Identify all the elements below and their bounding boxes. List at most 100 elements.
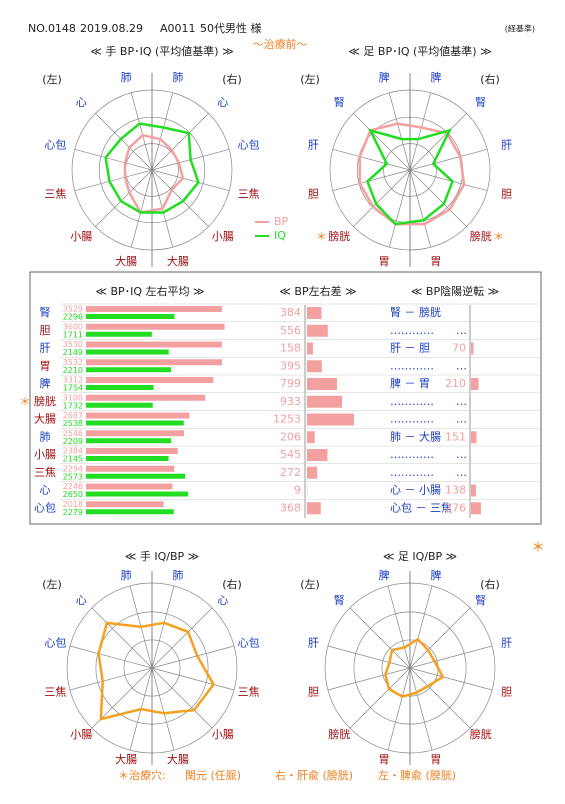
axis-label: 三焦 <box>238 686 260 699</box>
spoke <box>410 113 467 170</box>
basis: (経基準) <box>505 24 535 34</box>
axis-label: 肝 <box>501 138 512 151</box>
row-name: 心 <box>40 484 51 497</box>
spoke <box>410 170 467 227</box>
axis-label: 心 <box>217 594 228 607</box>
bp-bar <box>86 466 174 472</box>
iq-bar <box>86 403 153 408</box>
phase: ～治療前～ <box>253 37 308 51</box>
iq-value: 2296 <box>63 313 83 322</box>
diff-value: 272 <box>280 466 301 479</box>
axis-label: 小腸 <box>212 230 234 243</box>
diff-value: 395 <box>280 359 301 372</box>
iq-value: 1711 <box>63 330 83 339</box>
row-name: 肺 <box>40 430 51 443</box>
diff-bar <box>307 467 317 479</box>
spoke <box>95 113 152 170</box>
spoke <box>152 113 209 170</box>
axis-label: 三焦 <box>44 188 66 201</box>
spoke <box>389 93 410 170</box>
axis-label: 胃 <box>379 255 390 268</box>
axis-label: 胆 <box>308 188 319 201</box>
spoke <box>353 170 410 227</box>
footer-item: 左・脾兪 (膀胱) <box>378 768 456 782</box>
radar-line <box>99 623 214 719</box>
spoke <box>410 586 432 668</box>
axis-label: 胆 <box>308 686 319 699</box>
footer-item: 右・肝兪 (膀胱) <box>275 768 353 782</box>
spoke <box>70 646 152 668</box>
row-name: 脾 <box>40 376 51 390</box>
axis-label: 膀胱 <box>328 229 350 243</box>
diff-value: 799 <box>280 377 301 390</box>
axis-label: 心包 <box>44 636 66 649</box>
reverse-value: 276 <box>445 501 466 514</box>
legend-label: BP <box>274 215 289 228</box>
diff-bar <box>307 431 315 443</box>
axis-label: 肝 <box>308 636 319 649</box>
side-label: (左) <box>300 73 320 86</box>
axis-label: 小腸 <box>212 728 234 741</box>
row-name: 小腸 <box>34 448 56 461</box>
iq-value: 2650 <box>63 490 83 499</box>
spoke <box>350 608 410 668</box>
row-name: 胃 <box>40 359 51 372</box>
axis-label: 心包 <box>238 138 260 151</box>
diff-value: 545 <box>280 448 301 461</box>
iq-bar <box>86 332 152 337</box>
spoke <box>410 170 431 247</box>
axis-label: 肺 <box>121 71 132 84</box>
row-mark: ＊ <box>20 395 31 408</box>
axis-label: 大腸 <box>167 752 189 766</box>
iq-bar <box>86 314 174 319</box>
record-id: NO.0148 <box>28 22 76 35</box>
axis-label: 腎 <box>475 96 486 109</box>
spoke <box>410 149 487 170</box>
reverse-pair: ………… … <box>390 324 467 337</box>
axis-label: 三焦 <box>44 686 66 699</box>
diff-value: 1253 <box>273 413 301 426</box>
spoke <box>152 170 209 227</box>
reverse-value: 138 <box>445 484 466 497</box>
axis-label: 心包 <box>238 636 260 649</box>
spoke <box>152 93 173 170</box>
axis-label: 脾 <box>430 70 441 84</box>
spoke <box>350 668 410 728</box>
highlight-mark: ＊ <box>493 230 504 243</box>
axis-label: 心 <box>76 594 87 607</box>
spoke <box>410 646 492 668</box>
axis-label: 心 <box>217 96 228 109</box>
side-label: (左) <box>42 73 62 86</box>
spoke <box>328 668 410 690</box>
spoke <box>410 93 431 170</box>
radar-line <box>125 135 183 212</box>
diff-value: 158 <box>280 342 301 355</box>
spoke <box>131 93 152 170</box>
axis-label: 腎 <box>475 594 486 607</box>
footer-label: ＊治療穴: <box>118 768 166 782</box>
axis-label: 脾 <box>379 568 390 582</box>
spoke <box>333 149 410 170</box>
bp-bar <box>86 430 184 436</box>
diff-bar <box>307 396 342 408</box>
bp-bar <box>86 395 205 401</box>
reverse-value: 210 <box>445 377 466 390</box>
diff-value: 368 <box>280 501 301 514</box>
radar-line <box>385 639 442 696</box>
iq-bar <box>86 456 169 461</box>
axis-label: 肝 <box>308 138 319 151</box>
iq-bar <box>86 421 184 426</box>
spoke <box>410 668 432 750</box>
reverse-value: 70 <box>452 342 466 355</box>
chart-title: ≪ 手 IQ/BP ≫ <box>125 549 199 563</box>
side-label: (左) <box>300 578 320 591</box>
spoke <box>152 608 212 668</box>
axis-label: 胃 <box>430 753 441 766</box>
iq-bar <box>86 385 154 390</box>
spoke <box>152 668 234 690</box>
bp-bar <box>86 501 164 507</box>
reverse-bar <box>471 378 479 390</box>
axis-label: 胆 <box>501 188 512 201</box>
axis-label: 膀胱 <box>470 229 492 243</box>
